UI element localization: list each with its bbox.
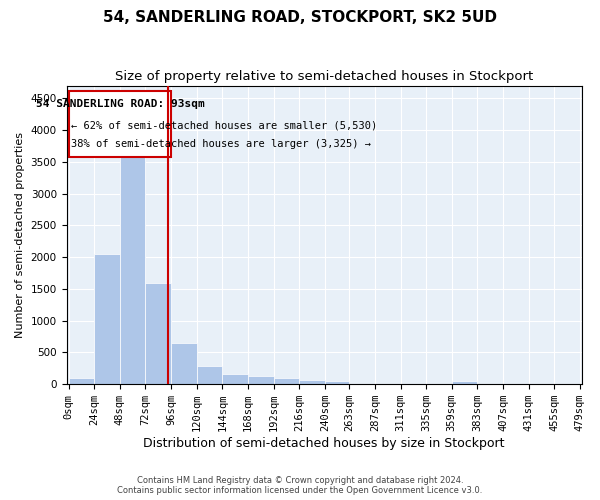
Text: ← 62% of semi-detached houses are smaller (5,530): ← 62% of semi-detached houses are smalle… xyxy=(71,120,377,130)
Title: Size of property relative to semi-detached houses in Stockport: Size of property relative to semi-detach… xyxy=(115,70,533,83)
Text: Contains HM Land Registry data © Crown copyright and database right 2024.
Contai: Contains HM Land Registry data © Crown c… xyxy=(118,476,482,495)
X-axis label: Distribution of semi-detached houses by size in Stockport: Distribution of semi-detached houses by … xyxy=(143,437,505,450)
Text: 54, SANDERLING ROAD, STOCKPORT, SK2 5UD: 54, SANDERLING ROAD, STOCKPORT, SK2 5UD xyxy=(103,10,497,25)
Bar xyxy=(325,382,349,384)
Bar xyxy=(171,343,197,384)
Bar xyxy=(94,254,120,384)
Bar xyxy=(145,282,171,384)
Bar xyxy=(120,149,145,384)
Bar xyxy=(452,381,478,384)
Bar xyxy=(248,376,274,384)
Y-axis label: Number of semi-detached properties: Number of semi-detached properties xyxy=(15,132,25,338)
Bar xyxy=(197,366,223,384)
Text: 38% of semi-detached houses are larger (3,325) →: 38% of semi-detached houses are larger (… xyxy=(71,138,371,148)
Bar xyxy=(68,378,94,384)
Bar xyxy=(299,380,325,384)
Bar xyxy=(68,90,171,156)
Text: 54 SANDERLING ROAD: 93sqm: 54 SANDERLING ROAD: 93sqm xyxy=(35,99,204,109)
Bar xyxy=(223,374,248,384)
Bar xyxy=(274,378,299,384)
